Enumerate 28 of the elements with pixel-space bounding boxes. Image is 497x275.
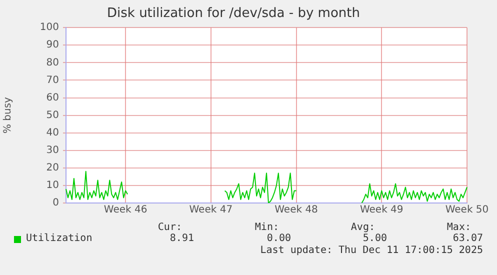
x-tick-label: Week 48 — [274, 204, 318, 216]
text: 0.00 — [266, 233, 291, 245]
x-tick-label: Week 46 — [104, 204, 148, 216]
x-tick-label: Week 47 — [189, 204, 233, 216]
y-tick-label: 40 — [46, 127, 59, 138]
y-tick-label: 60 — [46, 92, 59, 104]
x-tick-label: Week 49 — [360, 204, 404, 216]
x-tick-label: Week 50 — [445, 204, 489, 216]
y-tick-label: 30 — [46, 144, 59, 156]
text: 63.07 — [452, 233, 483, 245]
y-tick-label: 10 — [46, 180, 59, 192]
text: Avg: — [350, 222, 375, 234]
y-tick-label: 100 — [40, 22, 59, 34]
text: Cur: — [158, 222, 182, 234]
text: Last update: Thu Dec 11 17:00:15 2025 — [260, 245, 483, 257]
text: Min: — [254, 222, 279, 234]
text: 5.00 — [362, 233, 387, 245]
chart-title: Disk utilization for /dev/sda - by month — [107, 6, 360, 22]
y-tick-label: 70 — [46, 74, 59, 86]
text: Max: — [446, 222, 471, 234]
y-tick-label: 90 — [46, 40, 59, 51]
y-tick-label: 20 — [46, 162, 59, 174]
y-tick-label: 80 — [46, 57, 59, 68]
y-tick-label: 0 — [52, 198, 59, 209]
legend-label: Utilization — [26, 233, 92, 245]
y-axis-title: % busy — [2, 96, 14, 134]
text: 8.91 — [170, 233, 194, 245]
y-tick-label: 50 — [46, 110, 59, 121]
